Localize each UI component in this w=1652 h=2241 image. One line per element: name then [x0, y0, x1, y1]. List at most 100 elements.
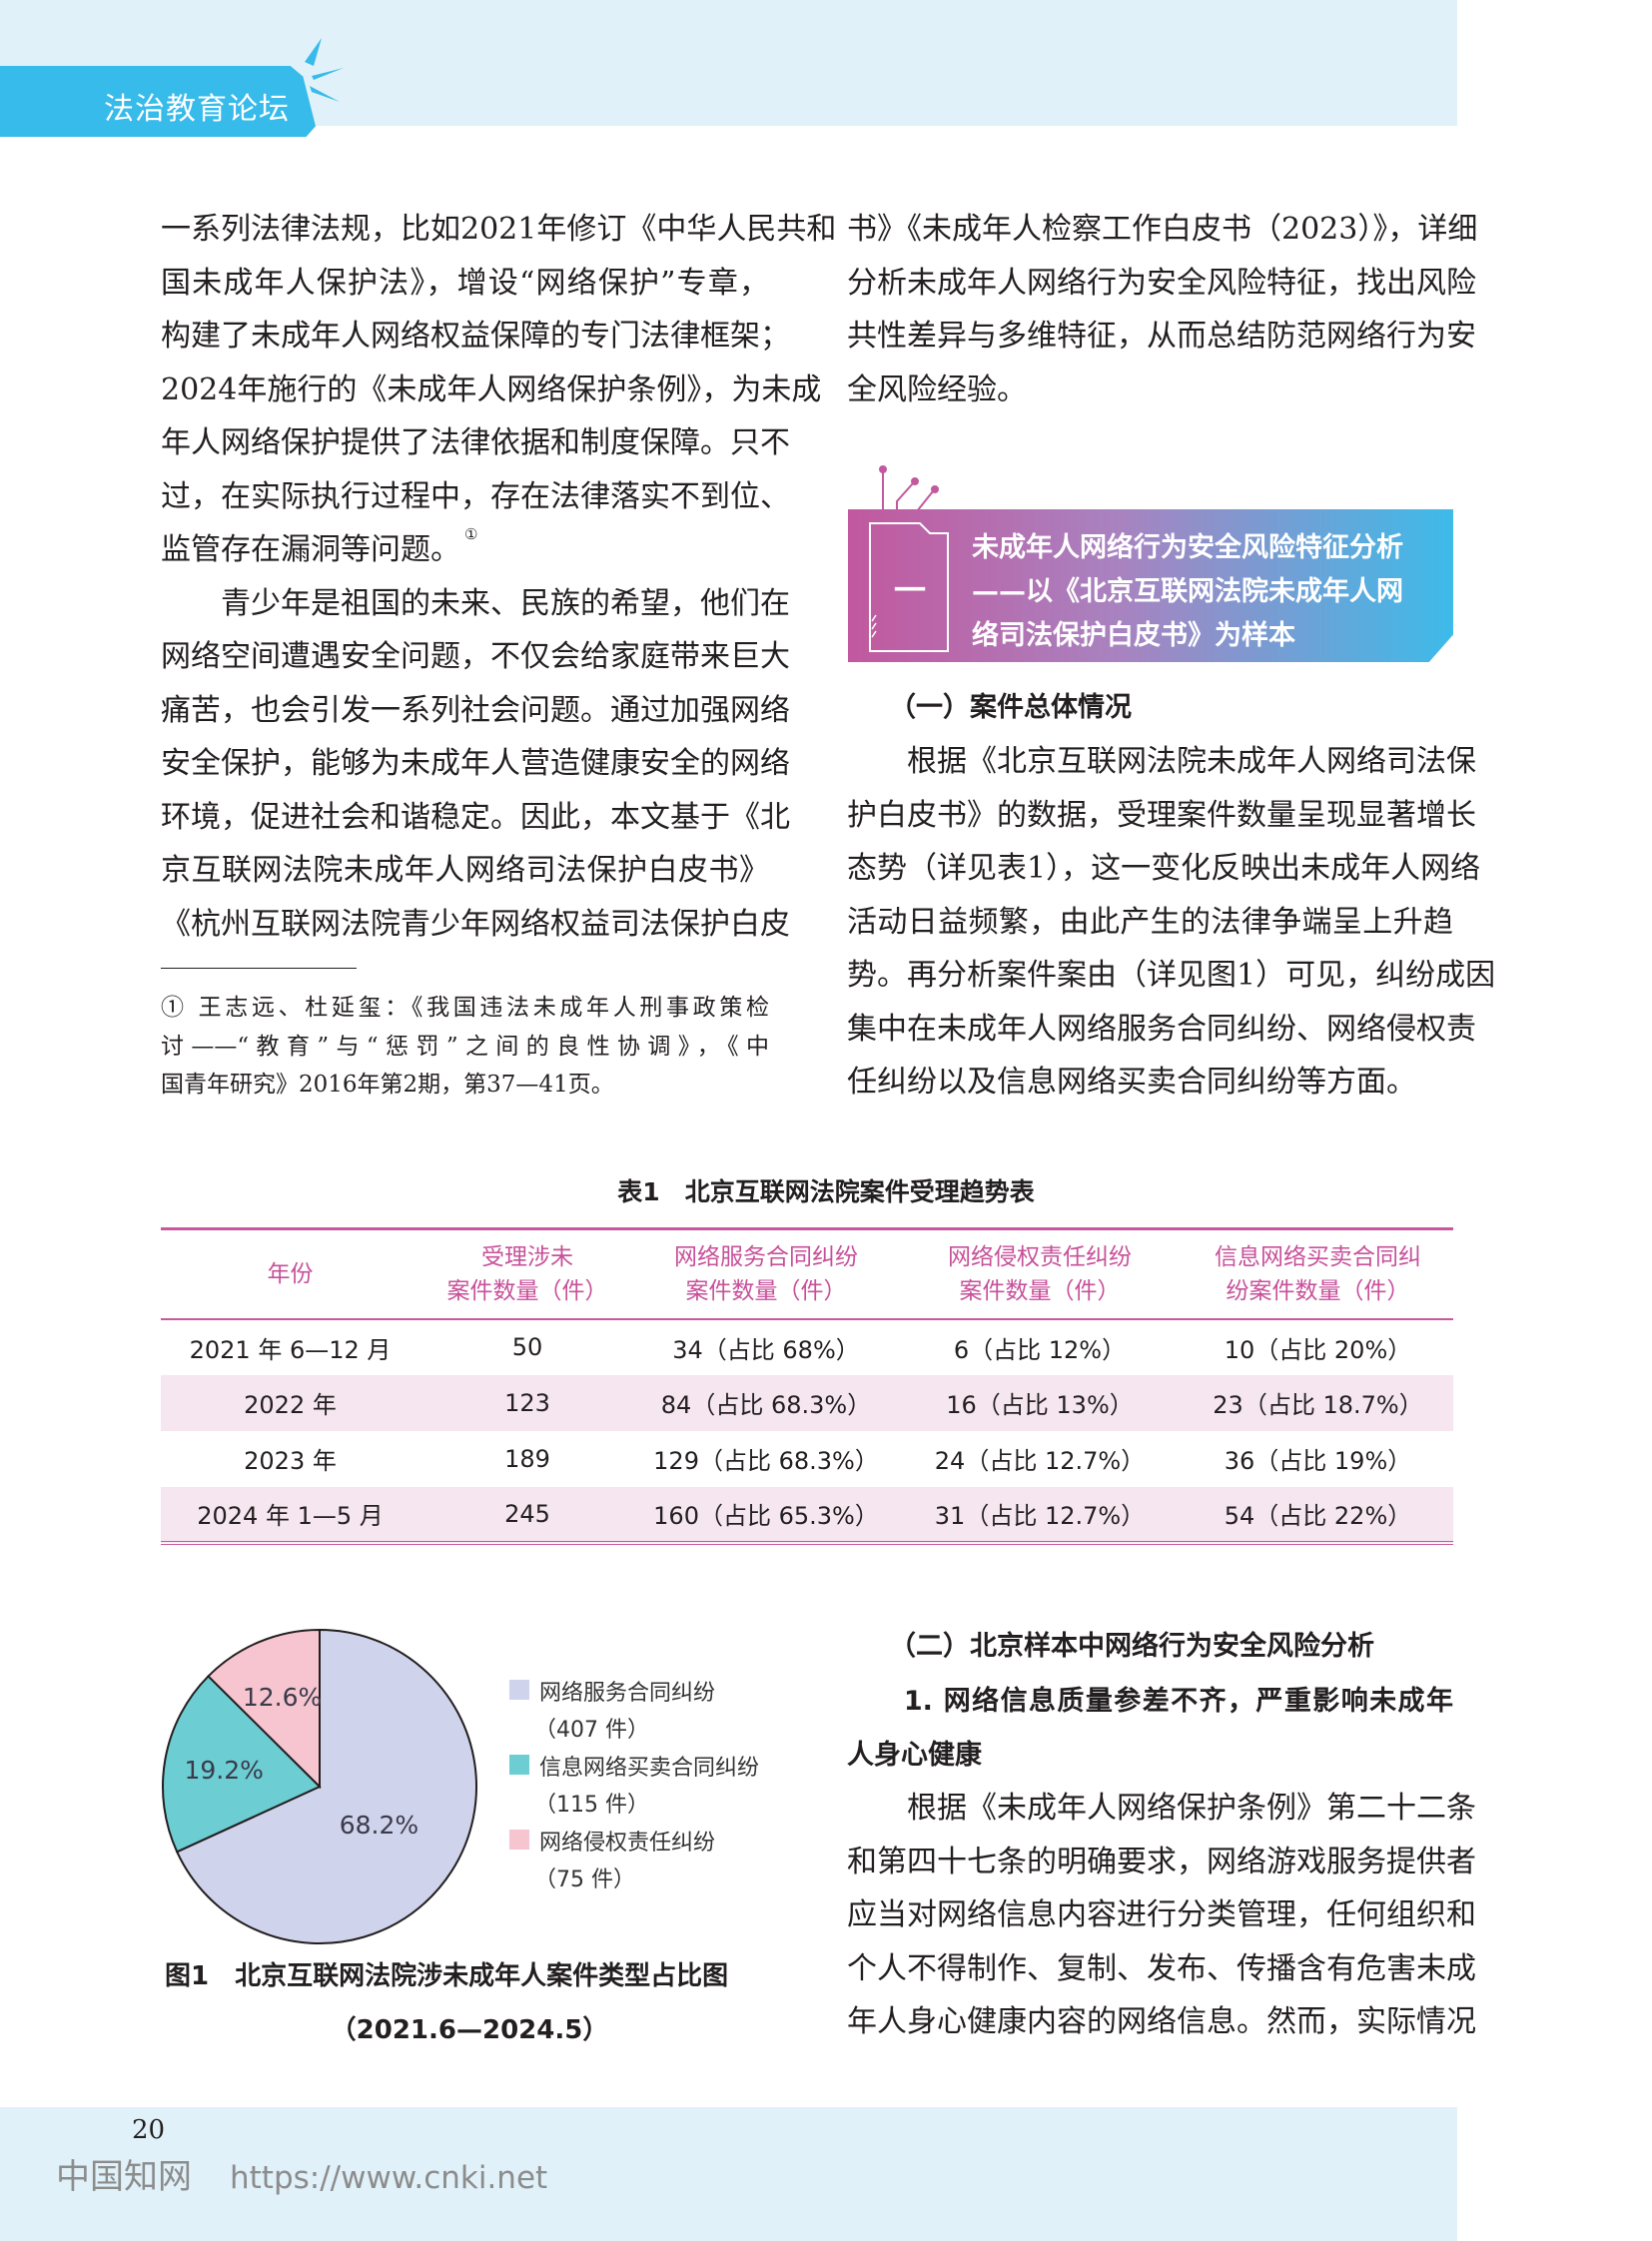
- column-header-line: 受理涉未: [481, 1243, 573, 1270]
- section-banner: 一 未成年人网络行为安全风险特征分析 ——以《北京互联网法院未成年人网 络司法保…: [848, 509, 1453, 662]
- table-row: 2023 年 189 129（占比 68.3%） 24（占比 12.7%） 36（占比 …: [161, 1431, 1453, 1487]
- table-cell: 2024 年 1—5 月: [161, 1486, 419, 1545]
- table-cell: 10（占比 20%）: [1224, 1335, 1412, 1364]
- column-header-line: 纷案件数量（件）: [1226, 1277, 1410, 1304]
- section-number: 一: [893, 571, 926, 609]
- text-line: 青少年是祖国的未来、民族的希望，他们在: [161, 585, 790, 621]
- text-line: 分析未成年人网络行为安全风险特征，找出风险: [847, 265, 1476, 301]
- text-line: 书》《未成年人检察工作白皮书（2023）》，详细: [847, 212, 1478, 247]
- column-header: 年份: [161, 1227, 419, 1320]
- text-line: 护白皮书》的数据，受理案件数量呈现显著增长: [847, 797, 1476, 833]
- legend-count: （115 件）: [534, 1793, 649, 1818]
- footnote-ref: ①: [464, 525, 478, 543]
- table-cell: 123: [419, 1374, 635, 1431]
- table-caption: 表1 北京互联网法院案件受理趋势表: [617, 1177, 1035, 1206]
- pie-slice: [207, 1628, 321, 1790]
- text-line: 《杭州互联网法院青少年网络权益司法保护白皮: [161, 906, 790, 942]
- pie-slice: [162, 1675, 322, 1854]
- banner-line: 络司法保护白皮书》为样本: [972, 620, 1295, 651]
- text-line: 年人身心健康内容的网络信息。然而，实际情况: [847, 2004, 1476, 2039]
- legend-swatch: [509, 1680, 529, 1700]
- text-line: 一系列法律法规，比如2021年修订《中华人民共和: [161, 212, 837, 247]
- table-cell: 23（占比 18.7%）: [1183, 1374, 1453, 1431]
- text-line: 根据《未成年人网络保护条例》第二十二条: [847, 1791, 1476, 1826]
- table-cell: 16（占比 13%）: [897, 1374, 1183, 1431]
- table-cell: 189: [504, 1444, 550, 1473]
- text-line: 全风险经验。: [847, 372, 1027, 407]
- text-line: 构建了未成年人网络权益保障的专门法律框架；: [161, 319, 790, 354]
- legend-swatch: [509, 1830, 529, 1850]
- pie-slice-label: 19.2%: [184, 1756, 263, 1785]
- text-line: 势。再分析案件案由（详见图1）可见，纠纷成因: [847, 958, 1496, 993]
- table-cell: 54（占比 22%）: [1183, 1486, 1453, 1545]
- text-line: 讨——“教育”与“惩罚”之间的良性协调》，《中: [161, 1033, 769, 1060]
- text-line: 网络空间遭遇安全问题，不仅会给家庭带来巨大: [161, 639, 790, 674]
- text-line: 痛苦，也会引发一系列社会问题。通过加强网络: [161, 692, 790, 728]
- text-line: 态势（详见表1），这一变化反映出未成年人网络: [847, 851, 1481, 886]
- case-trend-table: 年份 受理涉未 案件数量（件） 网络服务合同纠纷 案件数量（件） 网络侵权责任纠纷 案件数量…: [161, 1227, 1453, 1545]
- text-line: 活动日益频繁，由此产生的法律争端呈上升趋: [847, 904, 1453, 940]
- table-cell: 245: [419, 1486, 635, 1545]
- circuit-decoration-icon: [869, 459, 949, 512]
- folder-outline-icon: [869, 522, 949, 652]
- text-line: 1. 网络信息质量参差不齐，严重影响未成年: [847, 1686, 1453, 1717]
- column-header-line: 年份: [267, 1260, 314, 1287]
- text-line: 年人网络保护提供了法律依据和制度保障。只不: [161, 425, 790, 460]
- page-number: 20: [132, 2115, 166, 2145]
- text-line: 过，在实际执行过程中，存在法律落实不到位、: [161, 478, 790, 514]
- footnote-divider: [161, 968, 357, 969]
- table-row: 2022 年 123 84（占比 68.3%） 16（占比 13%） 23（占比 18.…: [161, 1374, 1453, 1431]
- text-line: 2024年施行的《未成年人网络保护条例》，为未成: [161, 372, 822, 407]
- column-header-line: 信息网络买卖合同纠: [1215, 1243, 1421, 1270]
- column-header-line: 案件数量（件）: [446, 1277, 608, 1304]
- column-header-line: 案件数量（件）: [959, 1277, 1121, 1304]
- text-line: 共性差异与多维特征，从而总结防范网络行为安: [847, 319, 1476, 354]
- table-cell: 31（占比 12.7%）: [897, 1486, 1183, 1545]
- text-line: 应当对网络信息内容进行分类管理，任何组织和: [847, 1897, 1476, 1932]
- case-type-pie-chart: 68.2% 19.2% 12.6%: [162, 1628, 477, 1944]
- banner-line: ——以《北京互联网法院未成年人网: [972, 576, 1403, 607]
- text-line: 京互联网法院未成年人网络司法保护白皮书》: [161, 853, 769, 888]
- text-line: 监管存在漏洞等问题。: [161, 532, 460, 567]
- table-cell: 2021 年 6—12 月: [189, 1335, 392, 1364]
- table-cell: 2023 年: [244, 1447, 337, 1475]
- text-line: 和第四十七条的明确要求，网络游戏服务提供者: [847, 1844, 1476, 1879]
- subheading-2: （二）北京样本中网络行为安全风险分析: [889, 1631, 1374, 1662]
- legend-label: 网络服务合同纠纷: [539, 1681, 716, 1706]
- header-decoration-icon: [300, 36, 350, 106]
- figure-subcaption: （2021.6—2024.5）: [330, 2015, 609, 2045]
- pie-slice: [175, 1628, 477, 1944]
- table-cell: 36（占比 19%）: [1224, 1447, 1412, 1475]
- table-cell: 34（占比 68%）: [672, 1335, 860, 1364]
- table-cell: 50: [511, 1333, 543, 1361]
- legend-label: 网络侵权责任纠纷: [539, 1831, 716, 1856]
- column-header-line: 网络服务合同纠纷: [674, 1243, 858, 1270]
- text-line: 环境，促进社会和谐稳定。因此，本文基于《北: [161, 799, 790, 835]
- table-row: 2021 年 6—12 月 50 34（占比 68%） 6（占比 12%） 10（占比 …: [161, 1319, 1453, 1375]
- watermark: 中国知网: [56, 2157, 192, 2197]
- text-line: 任纠纷以及信息网络买卖合同纠纷等方面。: [847, 1065, 1416, 1100]
- table-cell: 160（占比 65.3%）: [635, 1486, 897, 1545]
- text-line: 根据《北京互联网法院未成年人网络司法保: [847, 744, 1476, 779]
- table-cell: 6（占比 12%）: [953, 1335, 1127, 1364]
- legend-swatch: [509, 1755, 529, 1775]
- text-line: ① 王志远、杜延玺：《我国违法未成年人刑事政策检: [161, 995, 769, 1021]
- text-line: 集中在未成年人网络服务合同纠纷、网络侵权责: [847, 1011, 1476, 1047]
- table-cell: 129（占比 68.3%）: [653, 1447, 879, 1475]
- pie-slice-label: 12.6%: [243, 1683, 322, 1712]
- legend-label: 信息网络买卖合同纠纷: [539, 1756, 760, 1781]
- section-title: 法治教育论坛: [104, 92, 290, 127]
- column-header-line: 案件数量（件）: [685, 1277, 847, 1304]
- text-line: 个人不得制作、复制、发布、传播含有危害未成: [847, 1950, 1476, 1986]
- column-header: 信息网络买卖合同纠 纷案件数量（件）: [1183, 1227, 1453, 1320]
- column-header: 网络服务合同纠纷 案件数量（件）: [635, 1227, 897, 1320]
- subheading-1: （一）案件总体情况: [889, 692, 1132, 723]
- banner-line: 未成年人网络行为安全风险特征分析: [972, 532, 1403, 563]
- table-row: 2024 年 1—5 月 245 160（占比 65.3%） 31（占比 12.7%）…: [161, 1486, 1453, 1545]
- legend-count: （75 件）: [534, 1868, 635, 1892]
- legend-count: （407 件）: [534, 1718, 649, 1743]
- text-line: 安全保护，能够为未成年人营造健康安全的网络: [161, 746, 790, 781]
- table-cell: 84（占比 68.3%）: [635, 1374, 897, 1431]
- text-line: 国青年研究》2016年第2期，第37—41页。: [161, 1072, 614, 1098]
- watermark-url: https://www.cnki.net: [230, 2160, 548, 2196]
